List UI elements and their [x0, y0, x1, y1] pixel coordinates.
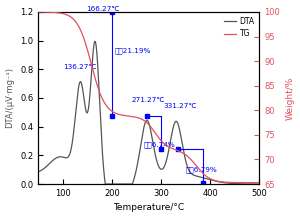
- X-axis label: Temperature/°C: Temperature/°C: [113, 203, 184, 213]
- Text: 失重6.79%: 失重6.79%: [186, 167, 217, 173]
- Legend: DTA, TG: DTA, TG: [221, 14, 258, 41]
- Text: 271.27℃: 271.27℃: [132, 97, 165, 103]
- Text: 166.27℃: 166.27℃: [86, 5, 120, 12]
- Text: 失重21.19%: 失重21.19%: [114, 48, 151, 54]
- Y-axis label: Weight/%: Weight/%: [285, 76, 294, 120]
- Y-axis label: DTA/(μV·mg⁻¹): DTA/(μV·mg⁻¹): [6, 68, 15, 128]
- Text: 136.27℃: 136.27℃: [63, 64, 96, 70]
- Text: 失重6.74%: 失重6.74%: [143, 141, 175, 148]
- Text: 331.27℃: 331.27℃: [164, 102, 197, 109]
